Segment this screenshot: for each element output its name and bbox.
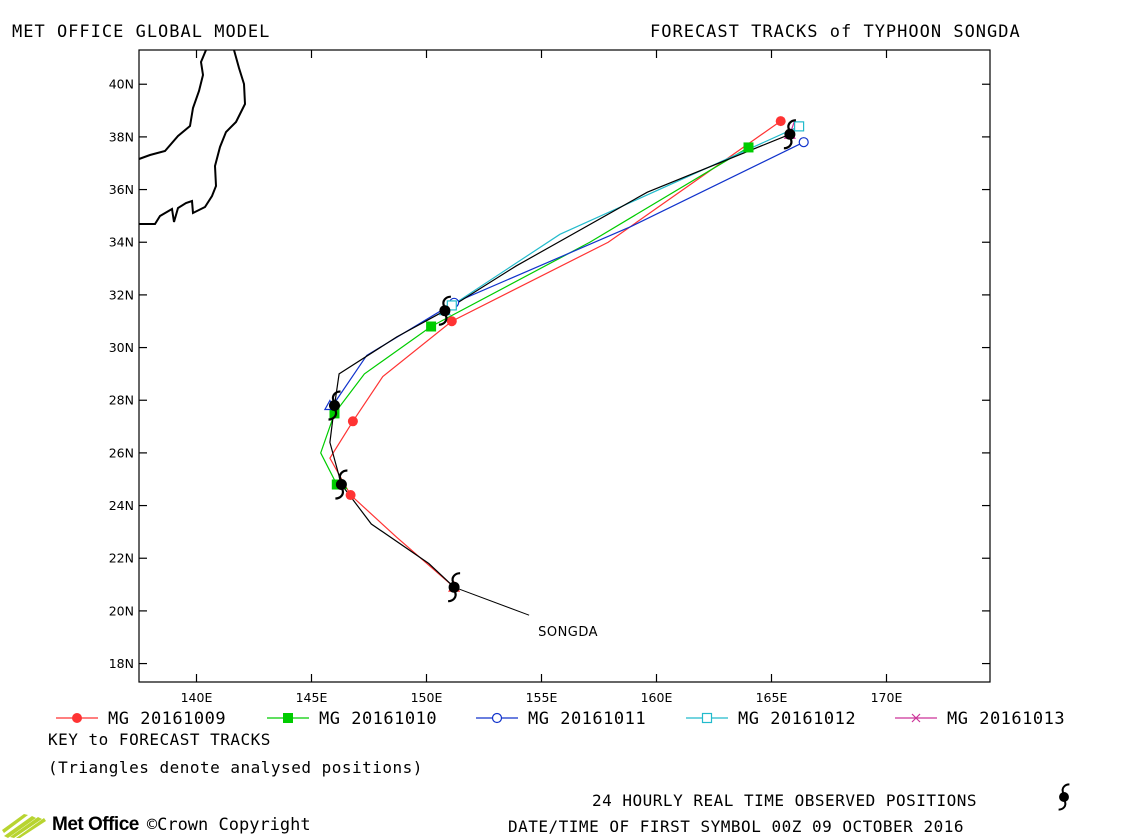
- x-tick-label: 165E: [756, 690, 788, 705]
- track-marker: [347, 416, 358, 427]
- track-line-3: [444, 125, 800, 312]
- track-marker: [793, 121, 805, 132]
- y-tick-label: 38N: [109, 129, 134, 144]
- y-tick-label: 20N: [109, 603, 134, 618]
- coastline-japan: [138, 49, 247, 225]
- plot-frame: [138, 49, 991, 683]
- x-tick-label: 155E: [526, 690, 558, 705]
- cyclone-key-icon: [1058, 783, 1070, 811]
- cyclone-symbol: [335, 469, 348, 500]
- x-tick-label: 150E: [411, 690, 443, 705]
- legend-label: MG 20161013: [947, 709, 1065, 729]
- y-tick-label: 32N: [109, 287, 134, 302]
- track-line-1: [320, 146, 749, 486]
- y-tick-label: 30N: [109, 340, 134, 355]
- track-marker: [446, 300, 457, 311]
- copyright-text: ©Crown Copyright: [146, 815, 311, 835]
- y-tick-label: 40N: [109, 77, 134, 92]
- y-tick-label: 18N: [109, 656, 134, 671]
- legend: MG 20161009 MG 20161010 MG 20161011 MG 2016…: [56, 709, 1065, 729]
- x-tick-label: 145E: [296, 690, 328, 705]
- track-line-2: [329, 141, 804, 407]
- chart-title: FORECAST TRACKS of TYPHOON SONGDA: [650, 22, 1021, 42]
- legend-marker: [491, 712, 503, 724]
- key-title: KEY to FORECAST TRACKS: [48, 730, 271, 749]
- x-tick-label: 170E: [871, 690, 903, 705]
- storm-label-leader: [453, 586, 530, 616]
- observed-positions-label: 24 HOURLY REAL TIME OBSERVED POSITIONS: [592, 791, 978, 810]
- y-tick-label: 36N: [109, 182, 134, 197]
- observed-key: [1058, 783, 1070, 811]
- x-tick-label: 140E: [181, 690, 213, 705]
- track-marker: [798, 137, 809, 148]
- met-office-logo-mark: [2, 814, 46, 838]
- legend-marker: [911, 713, 921, 723]
- track-marker: [329, 408, 340, 419]
- legend-label: MG 20161012: [738, 709, 856, 729]
- track-marker: [775, 116, 786, 127]
- cyclone-symbol: [328, 390, 341, 421]
- plot-axes: 140E 145E 150E 155E 160E 165E 170E 18N 20N 22N 24N…: [109, 49, 991, 705]
- legend-marker: [701, 712, 713, 724]
- track-marker: [345, 490, 356, 501]
- legend-label: MG 20161011: [528, 709, 646, 729]
- track-marker: [446, 316, 457, 327]
- legend-marker: [72, 713, 82, 723]
- forecast-tracks: [320, 120, 804, 588]
- header-left-title: MET OFFICE GLOBAL MODEL: [12, 22, 271, 42]
- y-tick-label: 24N: [109, 498, 134, 513]
- y-tick-label: 26N: [109, 445, 134, 460]
- observed-track-line: [329, 133, 791, 588]
- x-tick-label: 160E: [641, 690, 673, 705]
- met-office-logo: Met Office ©Crown Copyright: [2, 812, 311, 838]
- track-markers: [323, 116, 809, 603]
- storm-label: SONGDA: [538, 625, 598, 640]
- key-note: (Triangles denote analysed positions): [48, 758, 423, 777]
- legend-marker: [283, 713, 293, 723]
- y-tick-label: 28N: [109, 393, 134, 408]
- cyclone-symbol: [438, 295, 451, 326]
- cyclone-symbol: [448, 572, 461, 603]
- track-marker: [426, 321, 437, 332]
- coastline: [139, 49, 247, 225]
- y-tick-label: 22N: [109, 551, 134, 566]
- track-marker: [743, 142, 754, 153]
- y-tick-label: 34N: [109, 235, 134, 250]
- legend-label: MG 20161009: [108, 709, 226, 729]
- first-symbol-datetime: DATE/TIME OF FIRST SYMBOL 00Z 09 OCTOBER…: [508, 817, 964, 836]
- cyclone-symbol: [783, 119, 796, 150]
- met-office-logo-text: Met Office: [52, 814, 139, 835]
- observed-track: SONGDA: [329, 133, 791, 640]
- track-line-0: [329, 120, 782, 588]
- legend-label: MG 20161010: [319, 709, 437, 729]
- coastline: [138, 49, 207, 160]
